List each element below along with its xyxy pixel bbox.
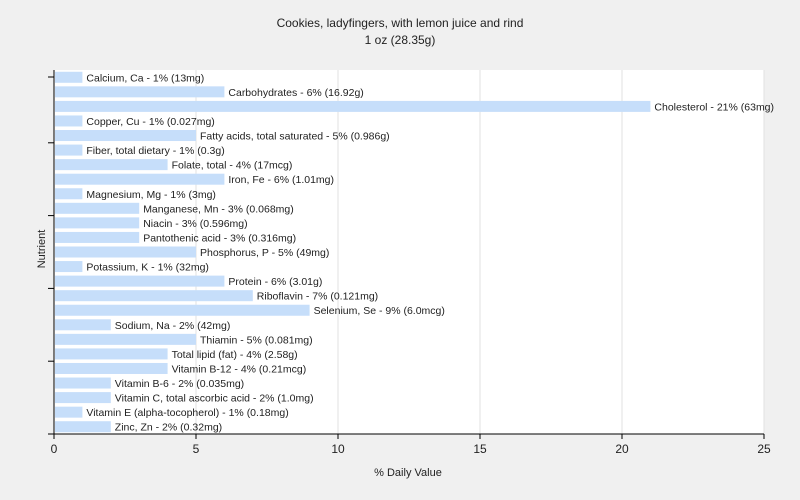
bar [55, 86, 225, 98]
bar [55, 217, 140, 229]
bar-label: Riboflavin - 7% (0.121mg) [257, 291, 378, 303]
bar [55, 130, 196, 142]
bar-label: Protein - 6% (3.01g) [228, 276, 322, 288]
bar-label: Pantothenic acid - 3% (0.316mg) [143, 232, 296, 244]
x-tick-label: 20 [615, 442, 629, 456]
bar [55, 362, 168, 374]
bar-label: Calcium, Ca - 1% (13mg) [86, 72, 204, 84]
bar-label: Carbohydrates - 6% (16.92g) [228, 87, 363, 99]
chart-subtitle: 1 oz (28.35g) [365, 33, 436, 47]
axes: 0 5 10 15 20 25 [48, 70, 771, 456]
bar-label: Folate, total - 4% (17mcg) [172, 160, 293, 172]
bar [55, 173, 225, 185]
bar-label: Vitamin B-6 - 2% (0.035mg) [115, 378, 244, 390]
bar-label: Fatty acids, total saturated - 5% (0.986… [200, 131, 390, 143]
bar [55, 188, 83, 200]
bar [55, 290, 253, 302]
bar [55, 348, 168, 360]
bar-label: Manganese, Mn - 3% (0.068mg) [143, 203, 294, 215]
bar [55, 144, 83, 156]
bar-label: Selenium, Se - 9% (6.0mcg) [314, 305, 445, 317]
bar-label: Zinc, Zn - 2% (0.32mg) [115, 422, 222, 434]
y-axis-label: Nutrient [36, 230, 48, 269]
bar [55, 231, 140, 243]
bar [55, 261, 83, 273]
bar-label: Vitamin E (alpha-tocopherol) - 1% (0.18m… [86, 407, 288, 419]
bar-label: Vitamin B-12 - 4% (0.21mcg) [172, 363, 307, 375]
bar [55, 202, 140, 214]
chart-title: Cookies, ladyfingers, with lemon juice a… [277, 16, 524, 30]
bar-label: Sodium, Na - 2% (42mg) [115, 320, 231, 332]
bar-label: Iron, Fe - 6% (1.01mg) [228, 174, 334, 186]
bar-label: Vitamin C, total ascorbic acid - 2% (1.0… [115, 393, 314, 405]
bar-label: Copper, Cu - 1% (0.027mg) [86, 116, 214, 128]
bar [55, 275, 225, 287]
bar-series: Calcium, Ca - 1% (13mg) Carbohydrates - 6… [55, 71, 774, 434]
bar-label: Niacin - 3% (0.596mg) [143, 218, 247, 230]
x-tick-label: 0 [51, 442, 58, 456]
x-tick-label: 15 [473, 442, 487, 456]
bar [55, 377, 111, 389]
x-tick-label: 5 [193, 442, 200, 456]
bar [55, 319, 111, 331]
bar [55, 392, 111, 404]
bar-label: Phosphorus, P - 5% (49mg) [200, 247, 329, 259]
x-tick-label: 10 [331, 442, 345, 456]
x-tick-label: 25 [757, 442, 771, 456]
bar [55, 406, 83, 418]
bar [55, 333, 196, 345]
bar-label: Fiber, total dietary - 1% (0.3g) [86, 145, 224, 157]
bar [55, 100, 651, 112]
x-axis-label: % Daily Value [374, 467, 442, 479]
bar [55, 304, 310, 316]
bar-label: Magnesium, Mg - 1% (3mg) [86, 189, 216, 201]
bar [55, 246, 196, 258]
bar [55, 115, 83, 127]
bar-label: Total lipid (fat) - 4% (2.58g) [172, 349, 298, 361]
bar-label: Thiamin - 5% (0.081mg) [200, 334, 313, 346]
bar-label: Potassium, K - 1% (32mg) [86, 262, 209, 274]
bar-label: Cholesterol - 21% (63mg) [654, 101, 774, 113]
bar [55, 159, 168, 171]
bar [55, 421, 111, 433]
bar [55, 71, 83, 83]
